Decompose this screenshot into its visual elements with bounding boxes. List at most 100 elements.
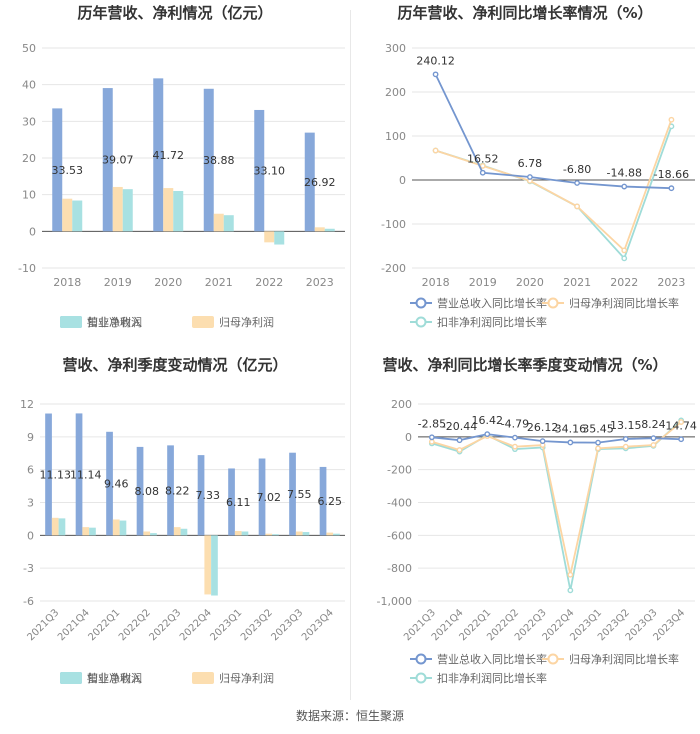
legend-marker [547, 653, 559, 665]
annual-revenue-profit-chart: -10 0 10 20 30 40 50 2018 2019 2020 2021 2022 2023 33… [18, 42, 345, 329]
bar [272, 534, 279, 536]
x-tick-label: 2021Q3 [26, 607, 62, 643]
legend-swatch [60, 672, 82, 684]
series-point [621, 247, 628, 254]
series-point [539, 438, 546, 445]
x-tick-label: 2023 [657, 276, 685, 289]
data-label: 33.53 [52, 164, 84, 177]
data-label: 16.52 [467, 153, 499, 166]
series-point [527, 174, 533, 180]
bar [52, 108, 63, 232]
data-label: 26.12 [527, 421, 559, 434]
data-label: 7.55 [287, 488, 312, 501]
y-tick-label: -3 [23, 562, 34, 575]
quarterly-growth-chart: -1,000-800-600-400-20002002021Q32021Q420… [377, 398, 697, 685]
x-tick-label: 2023Q1 [209, 607, 245, 643]
series-point [512, 434, 518, 441]
data-label: 41.72 [153, 149, 185, 162]
legend-marker [415, 297, 427, 309]
bar [304, 132, 315, 232]
data-label: 11.13 [40, 468, 72, 481]
data-label: 26.92 [304, 176, 336, 189]
legend-marker [415, 653, 427, 665]
series-point [595, 439, 601, 446]
bar [264, 231, 275, 243]
legend-swatch [192, 316, 214, 328]
series-point [621, 255, 628, 262]
data-label: 13.15 [610, 419, 642, 432]
annual-growth-panel: 历年营收、净利同比增长率情况（%） -200 -100 0 100 200 300 2018… [350, 0, 700, 352]
bar [326, 532, 334, 536]
data-label: 14.74 [665, 419, 697, 432]
series-point [567, 587, 574, 594]
bar [289, 452, 296, 536]
bar [102, 88, 113, 232]
legend-label: 营业总收入同比增长率 [437, 296, 547, 310]
series-point [512, 443, 518, 450]
y-tick-label: 0 [399, 174, 406, 187]
bar [302, 532, 310, 536]
series-point [479, 169, 486, 176]
y-tick-label: 200 [391, 398, 412, 411]
y-tick-label: 0 [29, 225, 36, 238]
series-point [484, 431, 491, 438]
series-line [431, 421, 682, 575]
data-label: -6.80 [563, 163, 591, 176]
series-point [574, 203, 580, 210]
panel-divider [350, 10, 351, 700]
legend-label: 营业总收入 [87, 315, 142, 329]
bar [324, 228, 335, 232]
x-tick-label: 2023Q3 [270, 607, 306, 643]
bar [112, 519, 120, 536]
data-label: 33.10 [254, 165, 286, 178]
x-tick-label: 2022Q2 [117, 607, 153, 643]
data-label: 6.25 [318, 495, 343, 508]
series-point [621, 183, 628, 190]
x-tick-label: 2018 [422, 276, 450, 289]
legend-label: 扣非净利润 [87, 671, 142, 685]
data-label: 6.11 [226, 496, 251, 509]
series-point [456, 447, 463, 453]
legend-label: 归母净利润 [219, 671, 274, 685]
chart-title: 营收、净利季度变动情况（亿元） [62, 356, 288, 374]
data-label: 38.88 [203, 154, 235, 167]
data-label: 6.78 [518, 157, 543, 170]
bar [234, 530, 242, 536]
bar [62, 198, 73, 232]
bar [295, 531, 303, 536]
series-point [650, 442, 657, 448]
y-tick-label: -200 [381, 262, 406, 275]
series-point [567, 571, 574, 578]
quarterly-growth-panel: 营收、净利同比增长率季度变动情况（%） -1,000 -800 -600 -400 -2… [350, 352, 700, 704]
bar [89, 527, 96, 536]
y-tick-label: 200 [385, 86, 406, 99]
legend-label: 营业总收入 [87, 671, 142, 685]
data-label: 7.33 [196, 489, 221, 502]
chart-title: 历年营收、净利情况（亿元） [77, 4, 273, 22]
legend-label: 归母净利润同比增长率 [569, 652, 679, 666]
x-tick-label: 2019 [469, 276, 497, 289]
series-point [650, 435, 657, 442]
bar [180, 528, 188, 536]
series-point [668, 116, 675, 123]
series-line [434, 73, 672, 190]
data-label: -4.79 [501, 418, 529, 431]
x-tick-label: 2020 [516, 276, 544, 289]
x-tick-label: 2023Q2 [239, 607, 275, 643]
x-tick-label: 2019 [104, 276, 132, 289]
y-tick-label: 10 [22, 189, 36, 202]
annual-revenue-profit-panel: 历年营收、净利情况（亿元） -10 0 10 20 30 40 50 2018 2019 2020… [0, 0, 350, 352]
data-label: 8.24 [641, 418, 666, 431]
data-label: 16.42 [472, 414, 504, 427]
series-point [574, 180, 580, 186]
data-label: 35.45 [582, 423, 614, 436]
series-line [435, 119, 673, 252]
bar [211, 535, 218, 596]
x-tick-label: 2021 [563, 276, 591, 289]
bar [265, 533, 273, 536]
y-tick-label: 300 [385, 42, 406, 55]
data-label: -2.85 [418, 417, 446, 430]
bar [274, 231, 285, 245]
bar [203, 88, 214, 232]
legend-label: 扣非净利润同比增长率 [437, 315, 547, 329]
